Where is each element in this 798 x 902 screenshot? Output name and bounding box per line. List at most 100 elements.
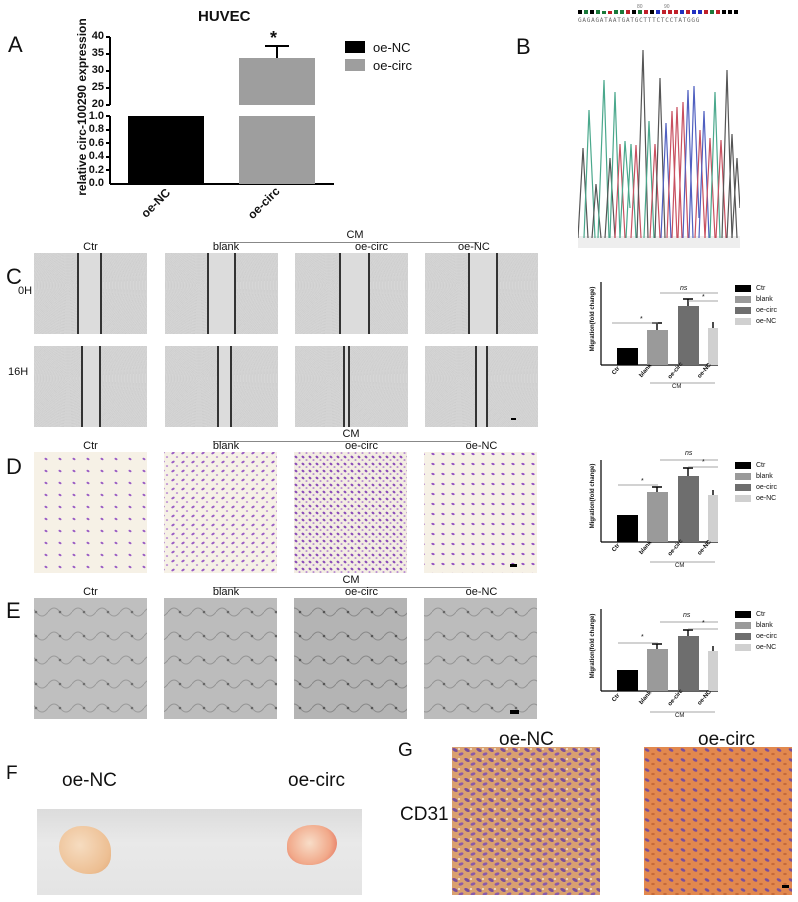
panel-label-g: G: [398, 740, 413, 761]
col-header-oe-nc: oe-NC: [458, 241, 490, 253]
chart-d-star1: *: [641, 478, 644, 485]
chart-e-ylabel: Migration(fold change): [590, 613, 596, 679]
chart-d-ns: ns: [685, 450, 693, 457]
col-header-ctr: Ctr: [83, 586, 98, 598]
legend-label: Ctr: [756, 462, 766, 469]
sequence-marks: 80 90: [637, 4, 697, 10]
chart-d: [600, 459, 718, 563]
col-header-ctr: Ctr: [83, 241, 98, 253]
panel-label-a: A: [8, 32, 23, 57]
panel-label-b: B: [516, 34, 531, 59]
panel-label-e: E: [6, 598, 21, 623]
col-header-oe-circ: oe-circ: [354, 241, 388, 253]
legend-label: Ctr: [756, 611, 766, 618]
f-label-oe-nc: oe-NC: [62, 770, 117, 791]
tick: 0.8: [88, 123, 104, 135]
col-header-oe-circ: oe-circ: [344, 440, 378, 452]
legend-label: oe-NC: [756, 644, 777, 651]
chart-d-cm: CM: [675, 563, 685, 569]
legend-label: blank: [756, 473, 773, 480]
chart-c-legend: Ctr blank oe-circ oe-NC: [735, 283, 777, 327]
transwell-images: [34, 452, 537, 719]
tick: 30: [91, 64, 104, 76]
chart-c: [600, 282, 718, 384]
ihc-oe-nc: [452, 747, 600, 895]
scratch-ctr-16h: [34, 346, 147, 427]
col-header-oe-nc: oe-NC: [465, 440, 498, 452]
cm-bracket-line: [213, 441, 471, 442]
tick: 0.6: [88, 137, 104, 149]
cm-bracket-line: [213, 587, 471, 588]
legend-item: Ctr: [735, 460, 777, 471]
tick: 0.4: [88, 150, 104, 162]
legend-item: Ctr: [735, 609, 777, 620]
legend-item: blank: [735, 471, 777, 482]
tick: 20: [91, 98, 104, 110]
panel-label-d: D: [6, 454, 22, 479]
row-label-0h: 0H: [18, 285, 33, 297]
panel-label-f: F: [6, 763, 18, 784]
tumor-oe-circ: [287, 825, 337, 865]
legend-item: oe-NC: [735, 493, 777, 504]
seq-mark: 90: [663, 4, 670, 10]
legend-item: oe-circ: [735, 631, 777, 642]
legend-label: blank: [756, 622, 773, 629]
chart-d-ylabel: Migration(fold change): [590, 463, 596, 529]
col-header-oe-nc: oe-NC: [465, 586, 498, 598]
significance-star: *: [270, 28, 278, 48]
g-label-oe-circ: oe-circ: [698, 729, 756, 750]
scratch-blank-16h: [165, 346, 278, 427]
scratch-ctr-0h: [34, 253, 147, 334]
cm-bracket-line: [221, 242, 479, 243]
cm-label: CM: [342, 574, 360, 586]
tick: 0.2: [88, 164, 104, 176]
legend-item: oe-NC: [735, 316, 777, 327]
sequence-chromatogram: [578, 49, 740, 248]
legend-item: oe-NC: [345, 38, 412, 56]
chart-c-cm: CM: [672, 384, 682, 390]
cm-label: CM: [342, 428, 360, 440]
legend-label: oe-circ: [756, 307, 778, 314]
seq-mark: 80: [637, 4, 643, 10]
legend-item: oe-circ: [735, 305, 777, 316]
legend-item: oe-NC: [735, 642, 777, 653]
legend-label: Ctr: [756, 285, 766, 292]
chart-c-ns: ns: [680, 285, 688, 292]
cm-label: CM: [346, 229, 364, 241]
col-header-blank: blank: [212, 440, 240, 452]
g-row-label-cd31: CD31: [400, 804, 449, 825]
chart-a: 40 35 30 25 20 1.0 0.8 0.6 0.4 0.2 0.0 *…: [0, 0, 460, 230]
col-header-ctr: Ctr: [83, 440, 98, 452]
tick: 40: [91, 30, 104, 42]
legend-item: blank: [735, 620, 777, 631]
col-header-blank: blank: [212, 586, 240, 598]
legend-item: blank: [735, 294, 777, 305]
tick: 0.0: [88, 177, 104, 189]
tumor-photo: [37, 809, 362, 895]
col-header-oe-circ: oe-circ: [344, 586, 378, 598]
tick: 35: [91, 47, 104, 59]
scratch-oe-circ-16h: [295, 346, 408, 427]
chart-c-star1: *: [640, 316, 643, 323]
tumor-oe-nc: [59, 826, 111, 874]
scratch-oe-circ-0h: [295, 253, 408, 334]
scratch-blank-0h: [165, 253, 278, 334]
ihc-oe-circ: [644, 747, 792, 895]
chart-e-star1: *: [641, 634, 644, 641]
legend-a: oe-NC oe-circ: [345, 38, 412, 74]
sequence-bases: GAGAGATAATGATGCTTTCTCCTATGGG: [578, 17, 701, 24]
legend-label: oe-NC: [756, 495, 777, 502]
chart-e-legend: Ctr blank oe-circ oe-NC: [735, 609, 777, 653]
chart-d-legend: Ctr blank oe-circ oe-NC: [735, 460, 777, 504]
chart-d-star2: *: [702, 459, 705, 466]
tick: 1.0: [88, 110, 104, 122]
scratch-oe-nc-16h: [425, 346, 538, 427]
ihc-images: [452, 747, 792, 895]
chart-c-ylabel: Migration(fold change): [590, 286, 596, 352]
scratch-oe-nc-0h: [425, 253, 538, 334]
f-label-oe-circ: oe-circ: [288, 770, 346, 791]
legend-label: oe-circ: [756, 633, 778, 640]
legend-item: Ctr: [735, 283, 777, 294]
chart-e-star2: *: [702, 620, 705, 627]
legend-label: blank: [756, 296, 773, 303]
